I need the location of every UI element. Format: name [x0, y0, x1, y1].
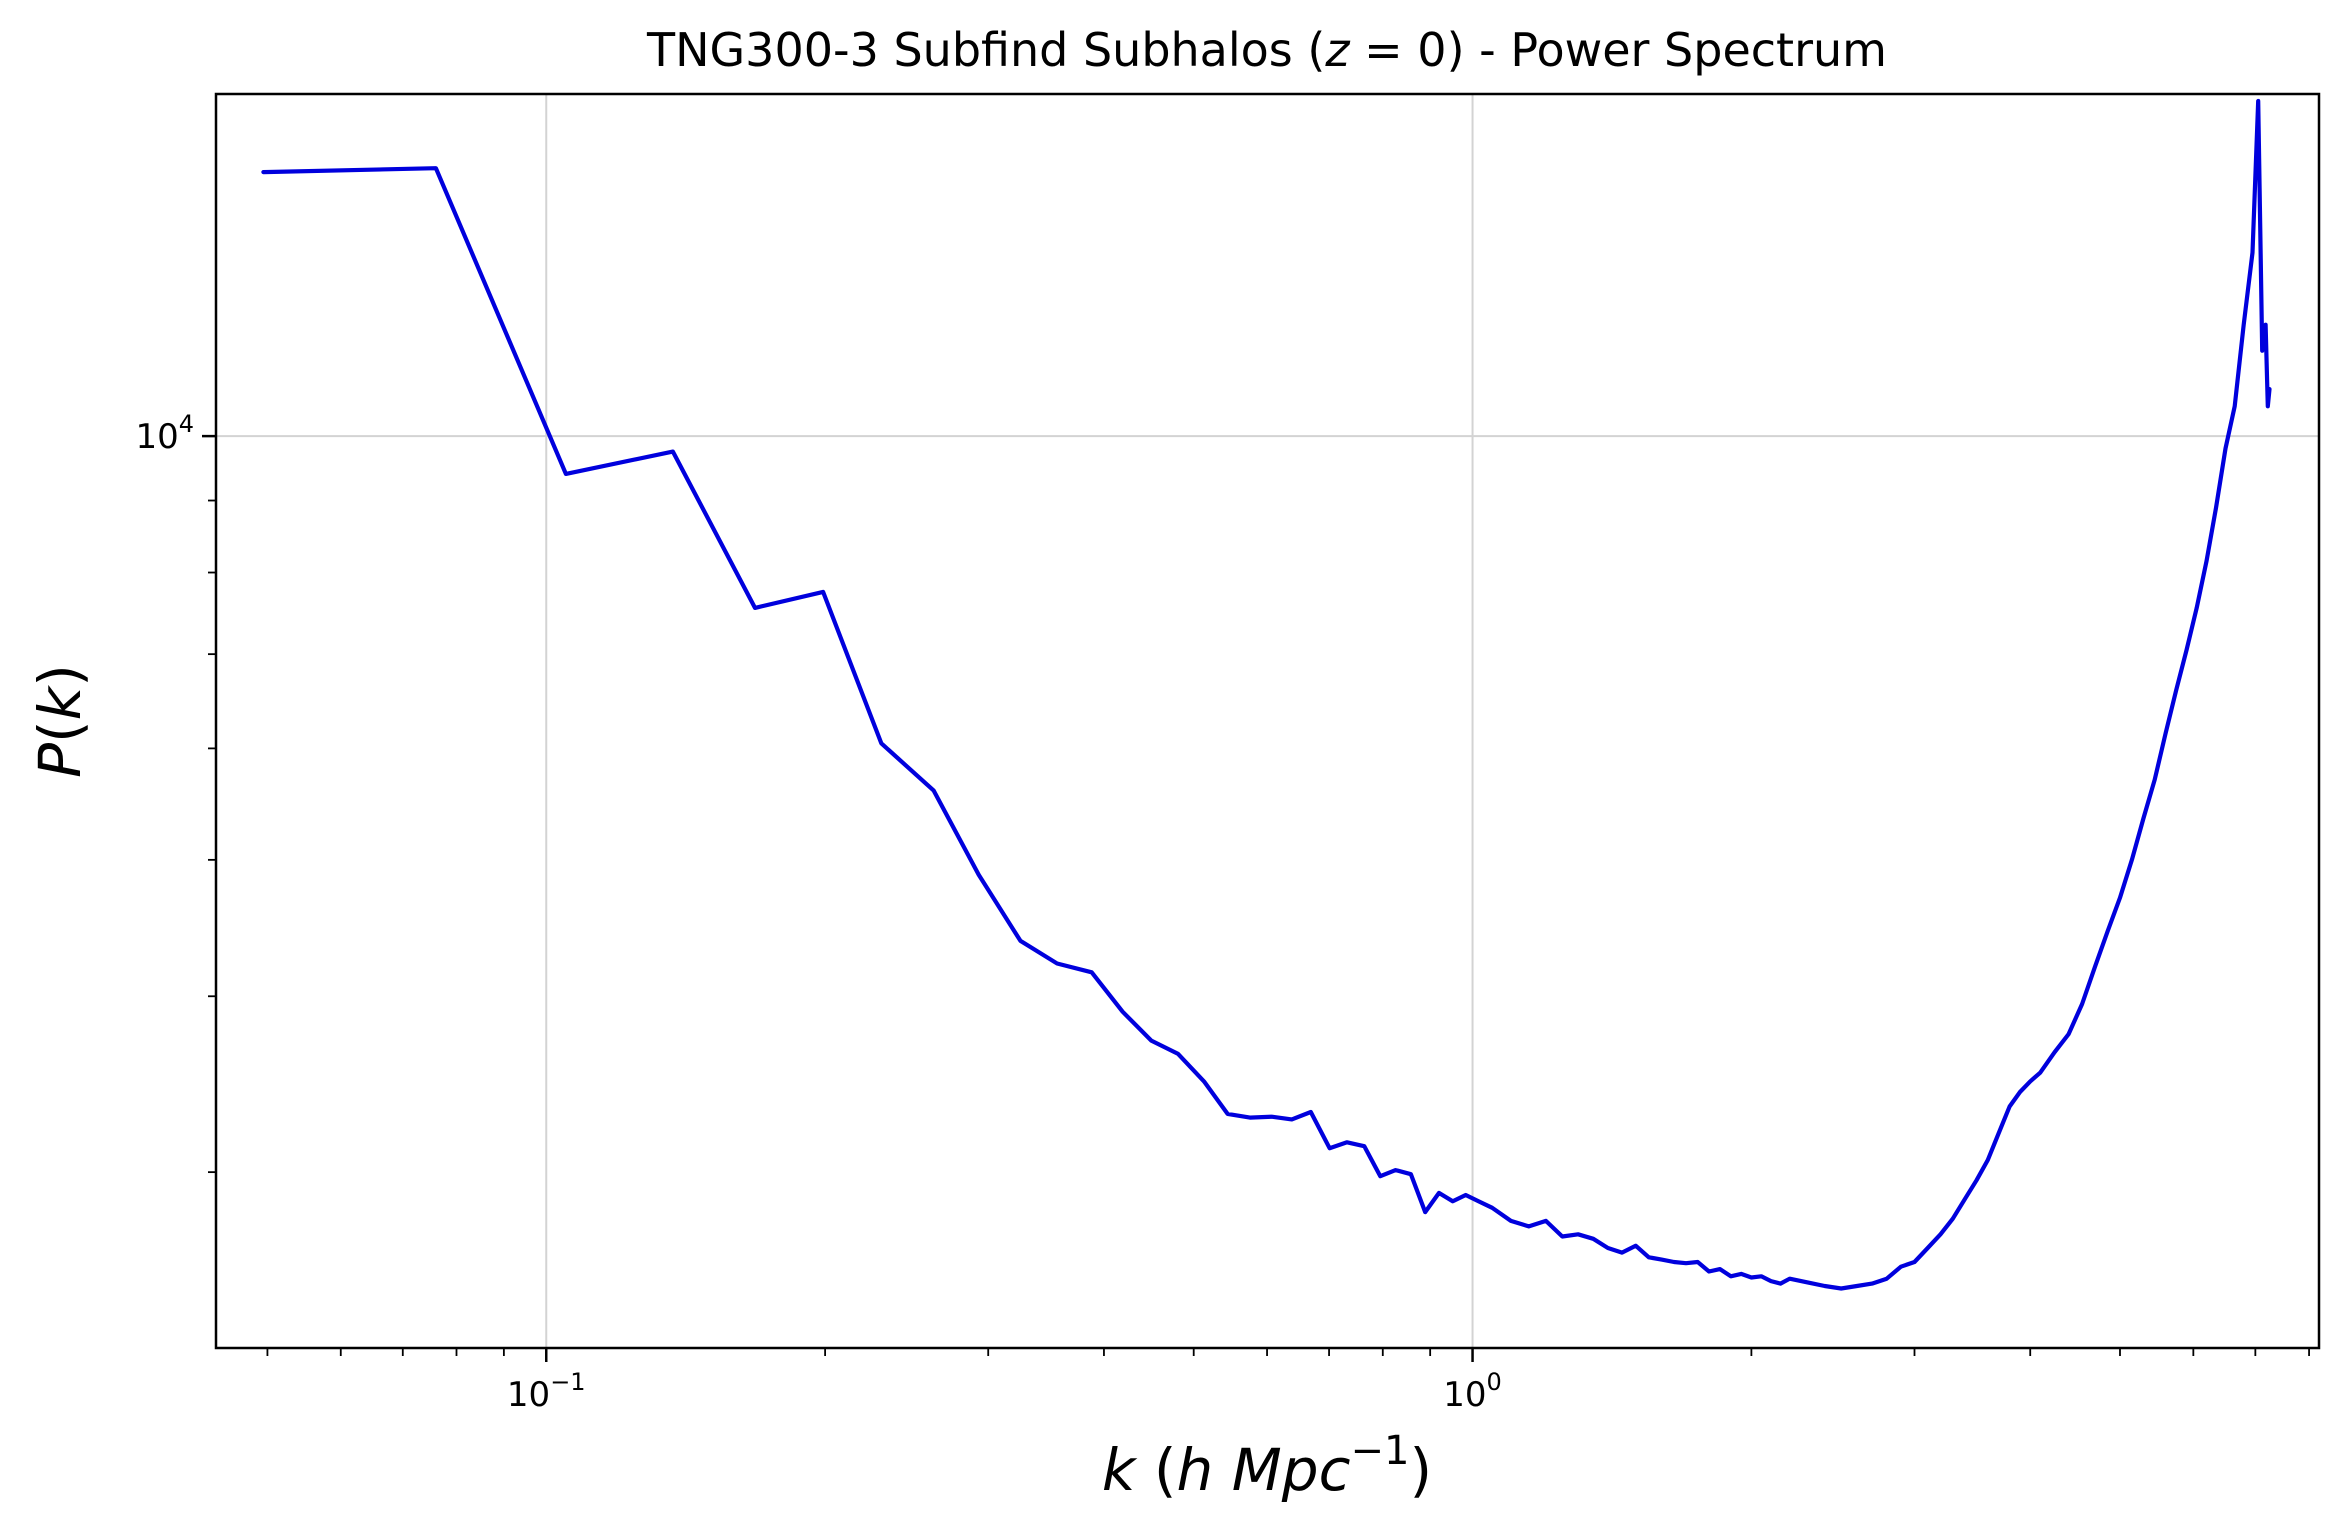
minor-ticks [208, 499, 2310, 1356]
chart-title: TNG300-3 Subfind Subhalos (z = 0) - Powe… [646, 23, 1887, 77]
y-tick-label-0: 104 [135, 410, 194, 457]
major-ticks [202, 434, 1474, 1362]
x-tick-label-1: 100 [1443, 1368, 1502, 1415]
y-axis-label: P(k) [26, 664, 94, 778]
x-axis-label: k (h Mpc−1) [1102, 1428, 1432, 1504]
plot-frame [214, 92, 2321, 1350]
x-tick-label-0: 10−1 [507, 1368, 586, 1415]
grid-lines [216, 94, 2319, 1348]
tick-labels: 10−1 100 104 [135, 410, 1501, 1415]
power-spectrum-line [261, 98, 2272, 1291]
